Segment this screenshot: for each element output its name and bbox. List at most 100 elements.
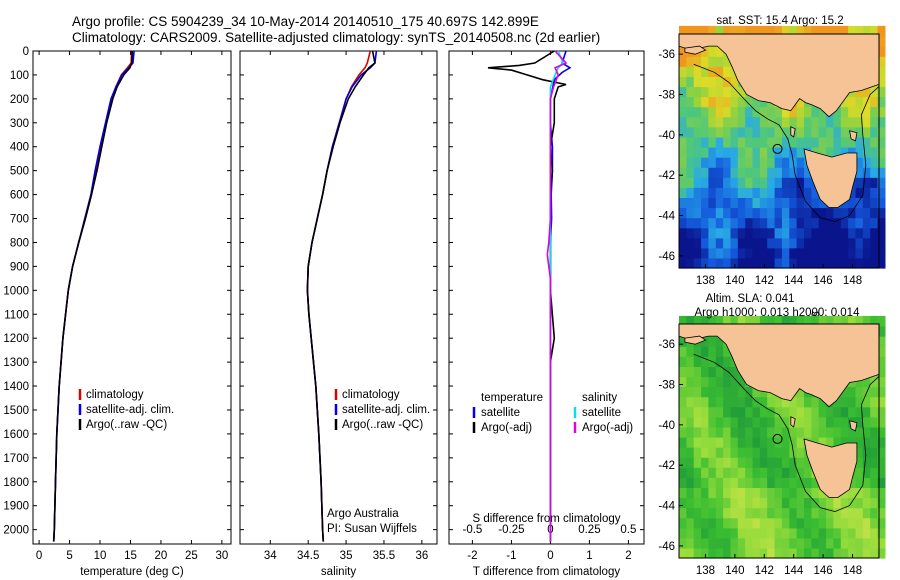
map-cell [877,457,886,468]
map-cell [833,106,842,118]
map-cell [774,517,783,529]
map-cell [862,157,871,168]
map-cell [877,96,886,108]
map-cell [701,366,710,378]
map-cell [701,376,710,388]
map-cell [715,167,724,178]
map-cell [752,457,761,468]
map-cell [708,426,717,438]
map-cell [679,527,687,539]
map-cell [848,487,857,499]
map-cell [759,106,768,118]
map-cell [723,527,732,539]
map-cell [715,497,724,509]
map-cell [781,116,790,128]
map-cell [745,457,754,468]
map-cell [693,187,702,198]
map-cell [818,126,827,138]
map-cell [877,126,886,138]
map-cell [701,227,710,239]
map-cell [811,547,820,559]
map-cell [804,116,812,128]
map-cell [804,406,812,418]
depth-tick-label: 800 [10,237,29,249]
map-y-tick-label: -36 [658,339,675,351]
map-cell [708,396,717,408]
map-cell [781,416,790,428]
map-cell [693,477,702,488]
map-cell [759,247,768,259]
map-cell [781,396,790,408]
map-cell [840,237,849,249]
map-cell [701,96,710,108]
map-cell [686,537,695,549]
map-cell [796,197,805,209]
map-cell [855,257,864,269]
map-cell [730,257,739,269]
map-x-tick-label: 144 [784,275,804,287]
map-cell [693,406,702,418]
map-cell [862,136,871,148]
map-cell [752,517,761,529]
map-cell [745,315,754,327]
map-cell [723,227,732,239]
map-cell [686,386,695,398]
map-cell [686,517,695,529]
map-cell [752,96,761,108]
map-cell [789,426,798,438]
map-cell [811,487,820,499]
map-cell [686,426,695,438]
map-cell [730,116,739,128]
map-cell [804,537,812,549]
map-cell [774,527,783,539]
legend-label: Argo(-adj) [481,422,532,434]
map-cell [840,386,849,398]
land-polygon [678,33,880,118]
map-cell [870,197,879,209]
legend-label: satellite [582,407,621,419]
x-tick-label: -1 [506,550,516,562]
map-cell [715,197,724,209]
map-cell [752,187,761,198]
map-cell [789,217,798,229]
map-cell [737,537,746,549]
map-cell [862,507,871,519]
map-cell [855,497,864,509]
map-cell [693,237,702,249]
map-cell [789,507,798,519]
map-cell [745,247,754,259]
map-cell [877,237,886,249]
map-cell [737,416,746,428]
map-cell [870,527,879,539]
s-tick-label: -0.25 [498,524,524,536]
map-cell [855,147,864,158]
map-cell [789,537,798,549]
map-cell [737,426,746,438]
map-cell [774,116,783,128]
map-cell [855,227,864,239]
map-cell [862,197,871,209]
map-cell [781,315,790,327]
map-cell [767,497,776,509]
map-cell [679,187,687,198]
map-cell [767,477,776,488]
map-cell [877,207,886,219]
map-cell [759,527,768,539]
map-cell [752,467,761,478]
map-cell [745,406,754,418]
map-cell [679,106,687,118]
map-cell [789,116,798,128]
map-cell [796,416,805,428]
map-cell [730,197,739,209]
map-cell [679,356,687,367]
map-cell [767,126,776,138]
map-y-tick-label: -38 [658,90,675,102]
map-cell [774,426,783,438]
map-cell [745,187,754,198]
map-cell [708,227,717,239]
map-cell [752,487,761,499]
map-cell [752,126,761,138]
map-cell [774,147,783,158]
map-cell [862,257,871,269]
map-cell [701,237,710,249]
